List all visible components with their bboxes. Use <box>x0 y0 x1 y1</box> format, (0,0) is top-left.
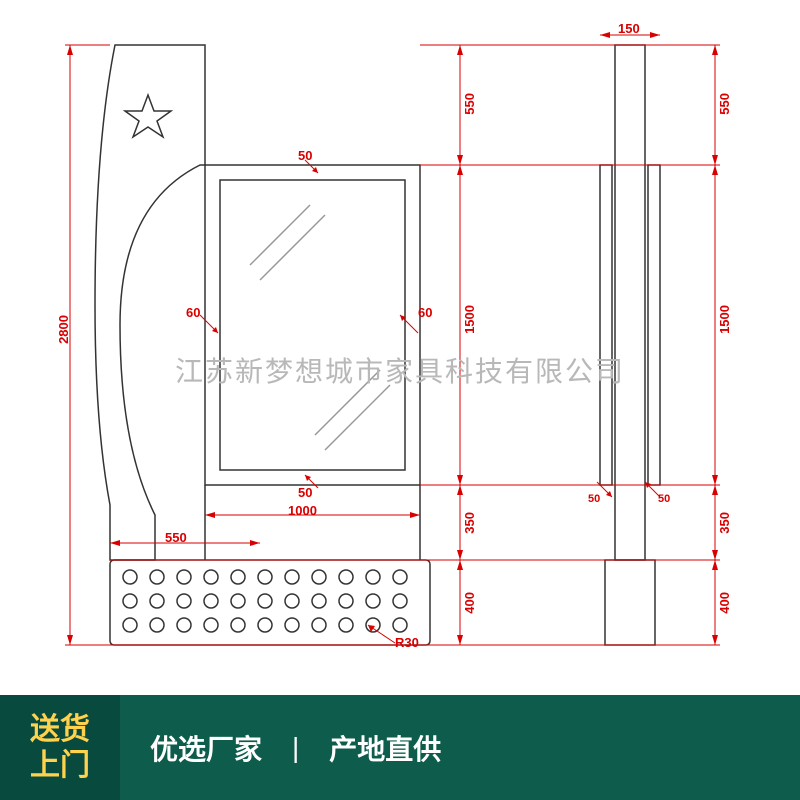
bottom-text-2: 产地直供 <box>329 728 441 768</box>
dim-total-h: 2800 <box>56 315 71 344</box>
delivery-badge: 送货 上门 <box>0 695 120 800</box>
dim-seg-top: 550 <box>462 93 477 115</box>
front-panel-inner <box>220 180 405 470</box>
dim-s-seg-mid: 1500 <box>717 305 732 334</box>
side-base <box>605 560 655 645</box>
side-left-post <box>600 165 612 485</box>
watermark-text: 江苏新梦想城市家具科技有限公司 <box>0 350 800 390</box>
dim-thk-l: 60 <box>186 305 200 320</box>
dim-seg-mid: 1500 <box>462 305 477 334</box>
glass-hatch <box>250 205 310 265</box>
glass-hatch <box>260 215 325 280</box>
dim-s-seg-base: 400 <box>717 592 732 614</box>
badge-line2: 上门 <box>30 748 90 784</box>
front-curved-frame <box>95 45 205 560</box>
side-right-post <box>648 165 660 485</box>
perforation-holes <box>123 570 407 632</box>
drawing-canvas: 2800 1000 550 R30 50 60 60 50 550 1500 3… <box>60 25 760 665</box>
side-center-slab <box>615 45 645 560</box>
dim-base-w: 550 <box>165 530 187 545</box>
star-icon <box>125 95 171 137</box>
dim-s-seg-low: 350 <box>717 512 732 534</box>
dim-side-top-w: 150 <box>618 21 640 36</box>
glass-hatch <box>325 385 390 450</box>
dim-thk-r: 60 <box>418 305 432 320</box>
technical-drawing-svg <box>60 25 760 665</box>
bottom-text-1: 优选厂家 <box>150 728 262 768</box>
dim-seg-base: 400 <box>462 592 477 614</box>
dim-side-thk-l: 50 <box>588 493 600 505</box>
dim-thk-b: 50 <box>298 485 312 500</box>
dim-s-seg-top: 550 <box>717 93 732 115</box>
dim-thk-t: 50 <box>298 148 312 163</box>
front-panel-outer <box>205 165 420 485</box>
bottom-bar: 送货 上门 优选厂家 | 产地直供 <box>0 695 800 800</box>
dim-seg-low: 350 <box>462 512 477 534</box>
dim-panel-w: 1000 <box>288 503 317 518</box>
dim-radius: R30 <box>395 635 419 650</box>
bottom-divider: | <box>292 732 299 764</box>
dim-side-thk-r: 50 <box>658 493 670 505</box>
badge-line1: 送货 <box>30 712 90 748</box>
